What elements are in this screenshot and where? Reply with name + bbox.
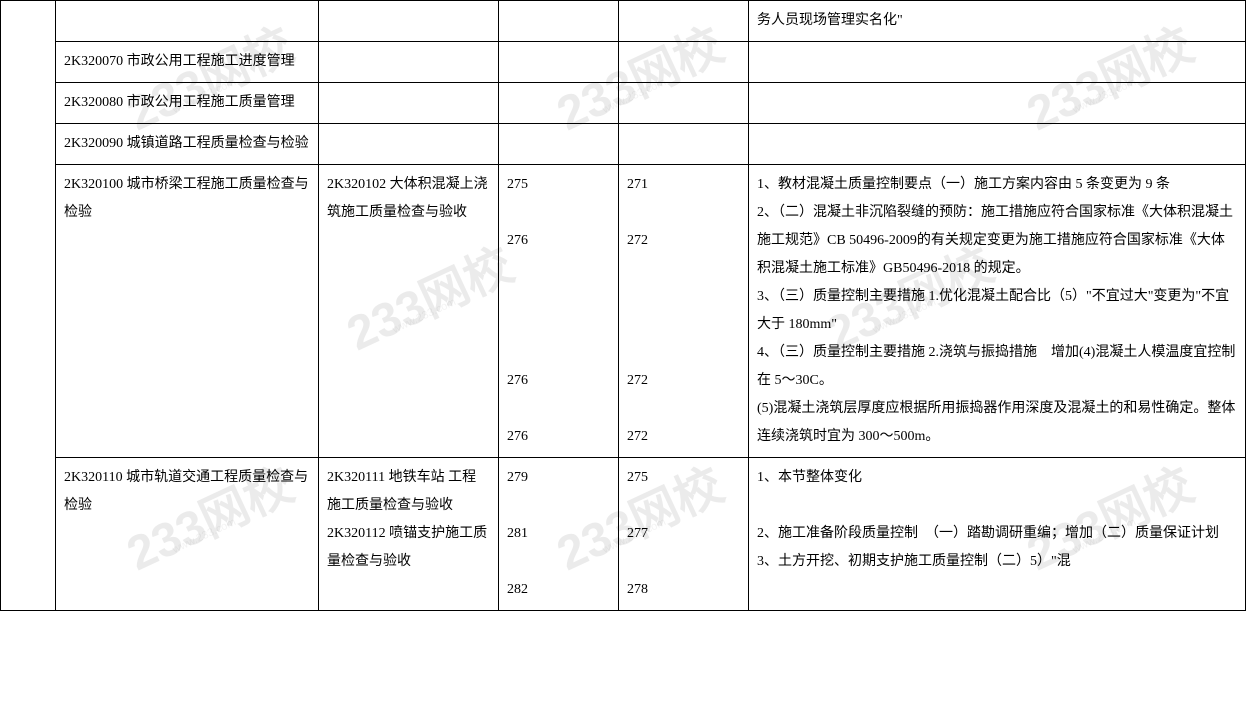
cell-col1: 2K320110 城市轨道交通工程质量检查与检验 (56, 458, 319, 611)
cell-col3: 279281282 (499, 458, 619, 611)
table-row: 2K320090 城镇道路工程质量检查与检验 (1, 124, 1246, 165)
cell-col2 (319, 124, 499, 165)
cell-col3 (499, 83, 619, 124)
cell-col4: 271272272272 (619, 165, 749, 458)
cell-col4 (619, 42, 749, 83)
content-table: 务人员现场管理实名化" 2K320070 市政公用工程施工进度管理2K320080… (0, 0, 1246, 611)
cell-col1: 2K320080 市政公用工程施工质量管理 (56, 83, 319, 124)
cell-col3 (499, 124, 619, 165)
cell-col1: 2K320100 城市桥梁工程施工质量检查与检验 (56, 165, 319, 458)
cell-col5: 1、教材混凝土质量控制要点（一）施工方案内容由 5 条变更为 9 条2、（二）混… (749, 165, 1246, 458)
cell-col3: 275276276276 (499, 165, 619, 458)
cell-col2 (319, 1, 499, 42)
table-row: 务人员现场管理实名化" (1, 1, 1246, 42)
cell-col1: 2K320070 市政公用工程施工进度管理 (56, 42, 319, 83)
table-row: 2K320070 市政公用工程施工进度管理 (1, 42, 1246, 83)
cell-col5: 务人员现场管理实名化" (749, 1, 1246, 42)
table-body: 务人员现场管理实名化" 2K320070 市政公用工程施工进度管理2K320080… (1, 1, 1246, 611)
cell-col5: 1、本节整体变化2、施工准备阶段质量控制 （一）踏勘调研重编；增加（二）质量保证… (749, 458, 1246, 611)
cell-col3 (499, 1, 619, 42)
blank-cell (1, 1, 56, 611)
cell-col4 (619, 83, 749, 124)
cell-col2: 2K320102 大体积混凝上浇筑施工质量检查与验收 (319, 165, 499, 458)
cell-col5 (749, 83, 1246, 124)
cell-col4 (619, 1, 749, 42)
table-row: 2K320100 城市桥梁工程施工质量检查与检验2K320102 大体积混凝上浇… (1, 165, 1246, 458)
cell-col1: 2K320090 城镇道路工程质量检查与检验 (56, 124, 319, 165)
cell-col5 (749, 124, 1246, 165)
cell-col4: 275277278 (619, 458, 749, 611)
cell-col3 (499, 42, 619, 83)
cell-col5 (749, 42, 1246, 83)
cell-col2: 2K320111 地铁车站 工程施工质量检查与验收2K320112 喷锚支护施工… (319, 458, 499, 611)
cell-col4 (619, 124, 749, 165)
cell-col2 (319, 42, 499, 83)
table-row: 2K320110 城市轨道交通工程质量检查与检验2K320111 地铁车站 工程… (1, 458, 1246, 611)
cell-col1 (56, 1, 319, 42)
table-row: 2K320080 市政公用工程施工质量管理 (1, 83, 1246, 124)
cell-col2 (319, 83, 499, 124)
